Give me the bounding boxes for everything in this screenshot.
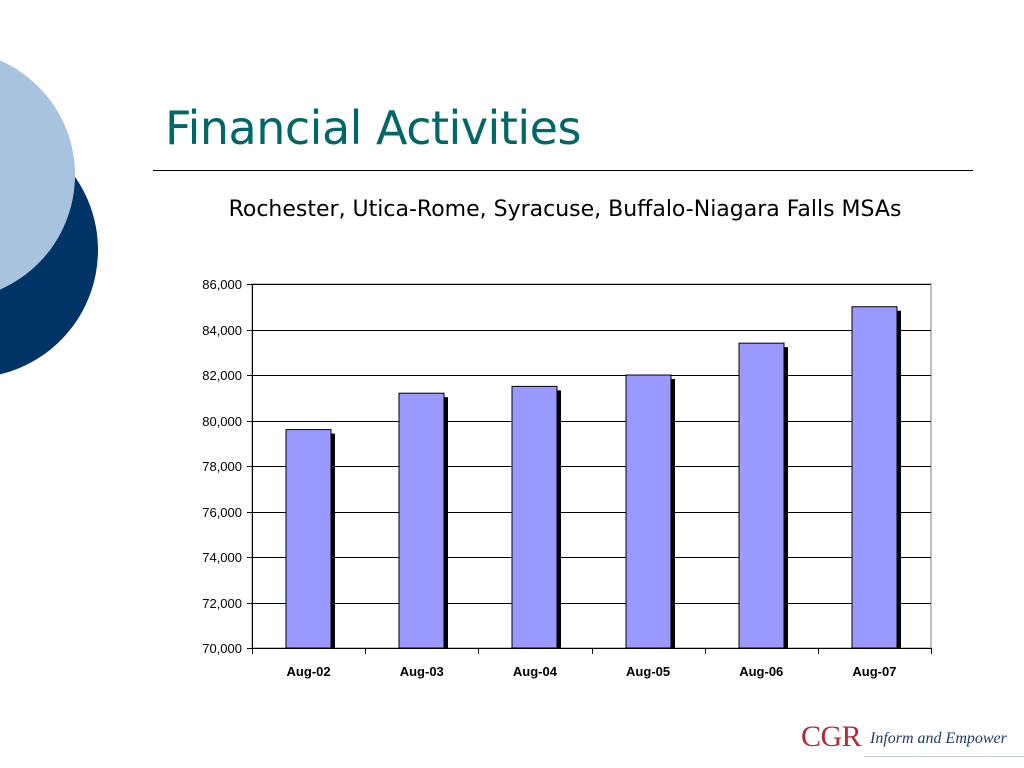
cgr-logo: CGR	[801, 720, 862, 753]
chart-subtitle: Rochester, Utica-Rome, Syracuse, Buffalo…	[228, 197, 902, 222]
bar-aug-06	[738, 342, 785, 649]
y-tick-label: 78,000	[202, 459, 242, 474]
y-tick-label: 72,000	[202, 596, 242, 611]
x-tick-label: Aug-07	[852, 664, 896, 679]
x-tick-label: Aug-03	[400, 664, 444, 679]
y-tick-label: 84,000	[202, 323, 242, 338]
y-tick-label: 82,000	[202, 368, 242, 383]
decorative-circles	[0, 60, 98, 375]
x-tick-label: Aug-06	[739, 664, 783, 679]
y-tick-label: 70,000	[202, 641, 242, 656]
bar-aug-07	[851, 306, 898, 649]
y-tick-label: 80,000	[202, 414, 242, 429]
bar-aug-03	[398, 392, 445, 649]
tagline: Inform and Empower	[870, 730, 1007, 747]
footer-branding: CGR Inform and Empower	[764, 708, 1024, 768]
bar-aug-05	[625, 374, 672, 649]
x-tick-label: Aug-05	[626, 664, 670, 679]
bars	[285, 306, 901, 649]
gridlines	[251, 283, 932, 649]
axis-labels: 70,000 72,000 74,000 76,000 78,000 80,000 82,0…	[202, 277, 896, 679]
x-tick-label: Aug-02	[287, 664, 331, 679]
y-tick-label: 86,000	[202, 277, 242, 292]
light-circle	[0, 60, 75, 290]
bar-aug-02	[285, 429, 332, 649]
bar-aug-04	[511, 385, 558, 649]
y-tick-label: 76,000	[202, 505, 242, 520]
title-divider	[153, 170, 973, 171]
x-tick-label: Aug-04	[513, 664, 558, 679]
axes	[247, 284, 932, 654]
y-tick-label: 74,000	[202, 550, 242, 565]
footer-line	[864, 756, 1024, 757]
slide-title: Financial Activities	[165, 101, 581, 155]
